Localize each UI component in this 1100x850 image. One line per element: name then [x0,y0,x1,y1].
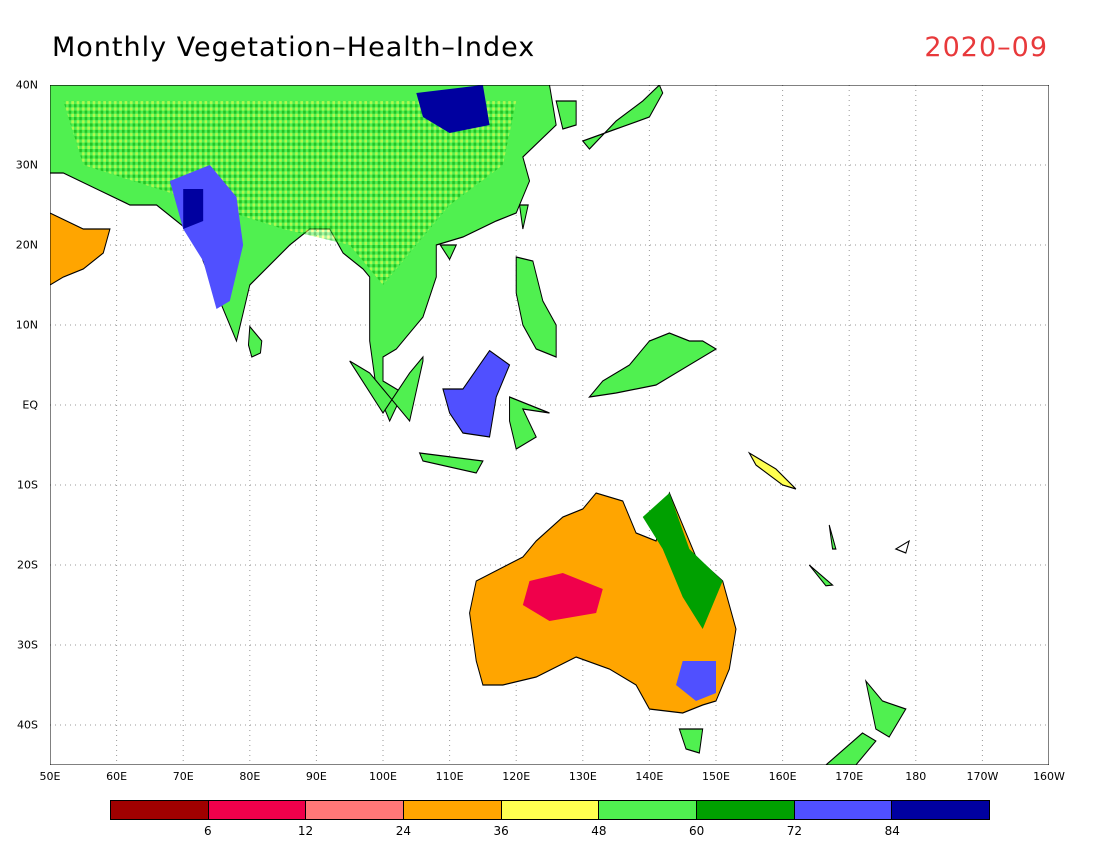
longitude-label: 170W [966,770,999,783]
asia-texture [63,101,517,285]
colorbar-swatch [404,801,502,819]
colorbar-tick-label: 12 [297,824,314,838]
australia-blue-region [676,661,716,701]
latitude-label: 20S [17,558,38,572]
longitude-label: 110E [435,770,464,783]
borneo [442,349,511,438]
map-title: Monthly Vegetation–Health–Index [52,32,536,63]
colorbar-swatch [599,801,698,819]
tasmania [678,728,704,754]
sulawesi [509,396,550,450]
new-zealand [825,679,907,765]
colorbar-tick-label: 36 [493,824,509,838]
arabia-landmass [50,212,111,286]
latitude-label: 40N [15,78,38,92]
colorbar-tick-label: 72 [786,824,803,838]
longitude-label: 80E [239,770,261,783]
landmasses [50,85,910,765]
colorbar [110,800,990,820]
date-label: 2020–09 [924,32,1048,63]
china-blue-region [416,85,490,133]
korea [555,100,577,130]
philippines [515,256,557,358]
longitude-label: 160W [1033,770,1065,783]
sumatra [349,355,424,423]
colorbar-swatch [892,801,990,819]
japan [581,85,664,150]
india-darkblue-region [183,189,204,229]
taiwan [518,204,529,230]
vegetation-map [50,85,1049,765]
colorbar-swatch [306,801,405,819]
longitude-label: 90E [305,770,327,783]
colorbar-swatch [501,801,600,819]
new-guinea [588,332,718,398]
longitude-label: 100E [369,770,397,783]
colorbar-tick-label: 84 [884,824,900,838]
longitude-label: 130E [568,770,597,783]
latitude-label: EQ [22,398,38,412]
hainan [439,244,458,261]
colorbar-tick-label: 24 [395,824,411,838]
new-caledonia [808,564,834,587]
latitude-label: 30N [15,158,38,172]
colorbar-tick-label: 48 [591,824,607,838]
australia-green-edge [642,493,723,629]
latitude-label: 20N [15,238,38,252]
colorbar-tick-label: 6 [203,824,212,838]
latitude-label: 10S [17,478,38,492]
colorbar-swatch [794,801,893,819]
longitude-label: 150E [702,770,730,783]
longitude-label: 170E [835,770,864,783]
latitude-label: 40S [17,718,38,732]
longitude-label: 160E [768,770,797,783]
java [418,452,484,474]
solomon-islands [747,451,797,490]
colorbar-tick-label: 60 [689,824,705,838]
sri-lanka [247,325,263,358]
longitude-label: 180 [905,770,927,783]
longitude-label: 70E [172,770,194,783]
latitude-label: 10N [15,318,38,332]
colorbar-swatch [111,801,209,819]
longitude-label: 50E [39,770,61,783]
colorbar-swatch [697,801,795,819]
longitude-label: 140E [635,770,664,783]
latitude-label: 30S [17,638,38,652]
longitude-label: 60E [106,770,128,783]
fiji [894,539,910,554]
colorbar-swatch [208,801,307,819]
vanuatu [828,524,837,550]
australia-red-region [522,573,603,621]
longitude-label: 120E [502,770,531,783]
